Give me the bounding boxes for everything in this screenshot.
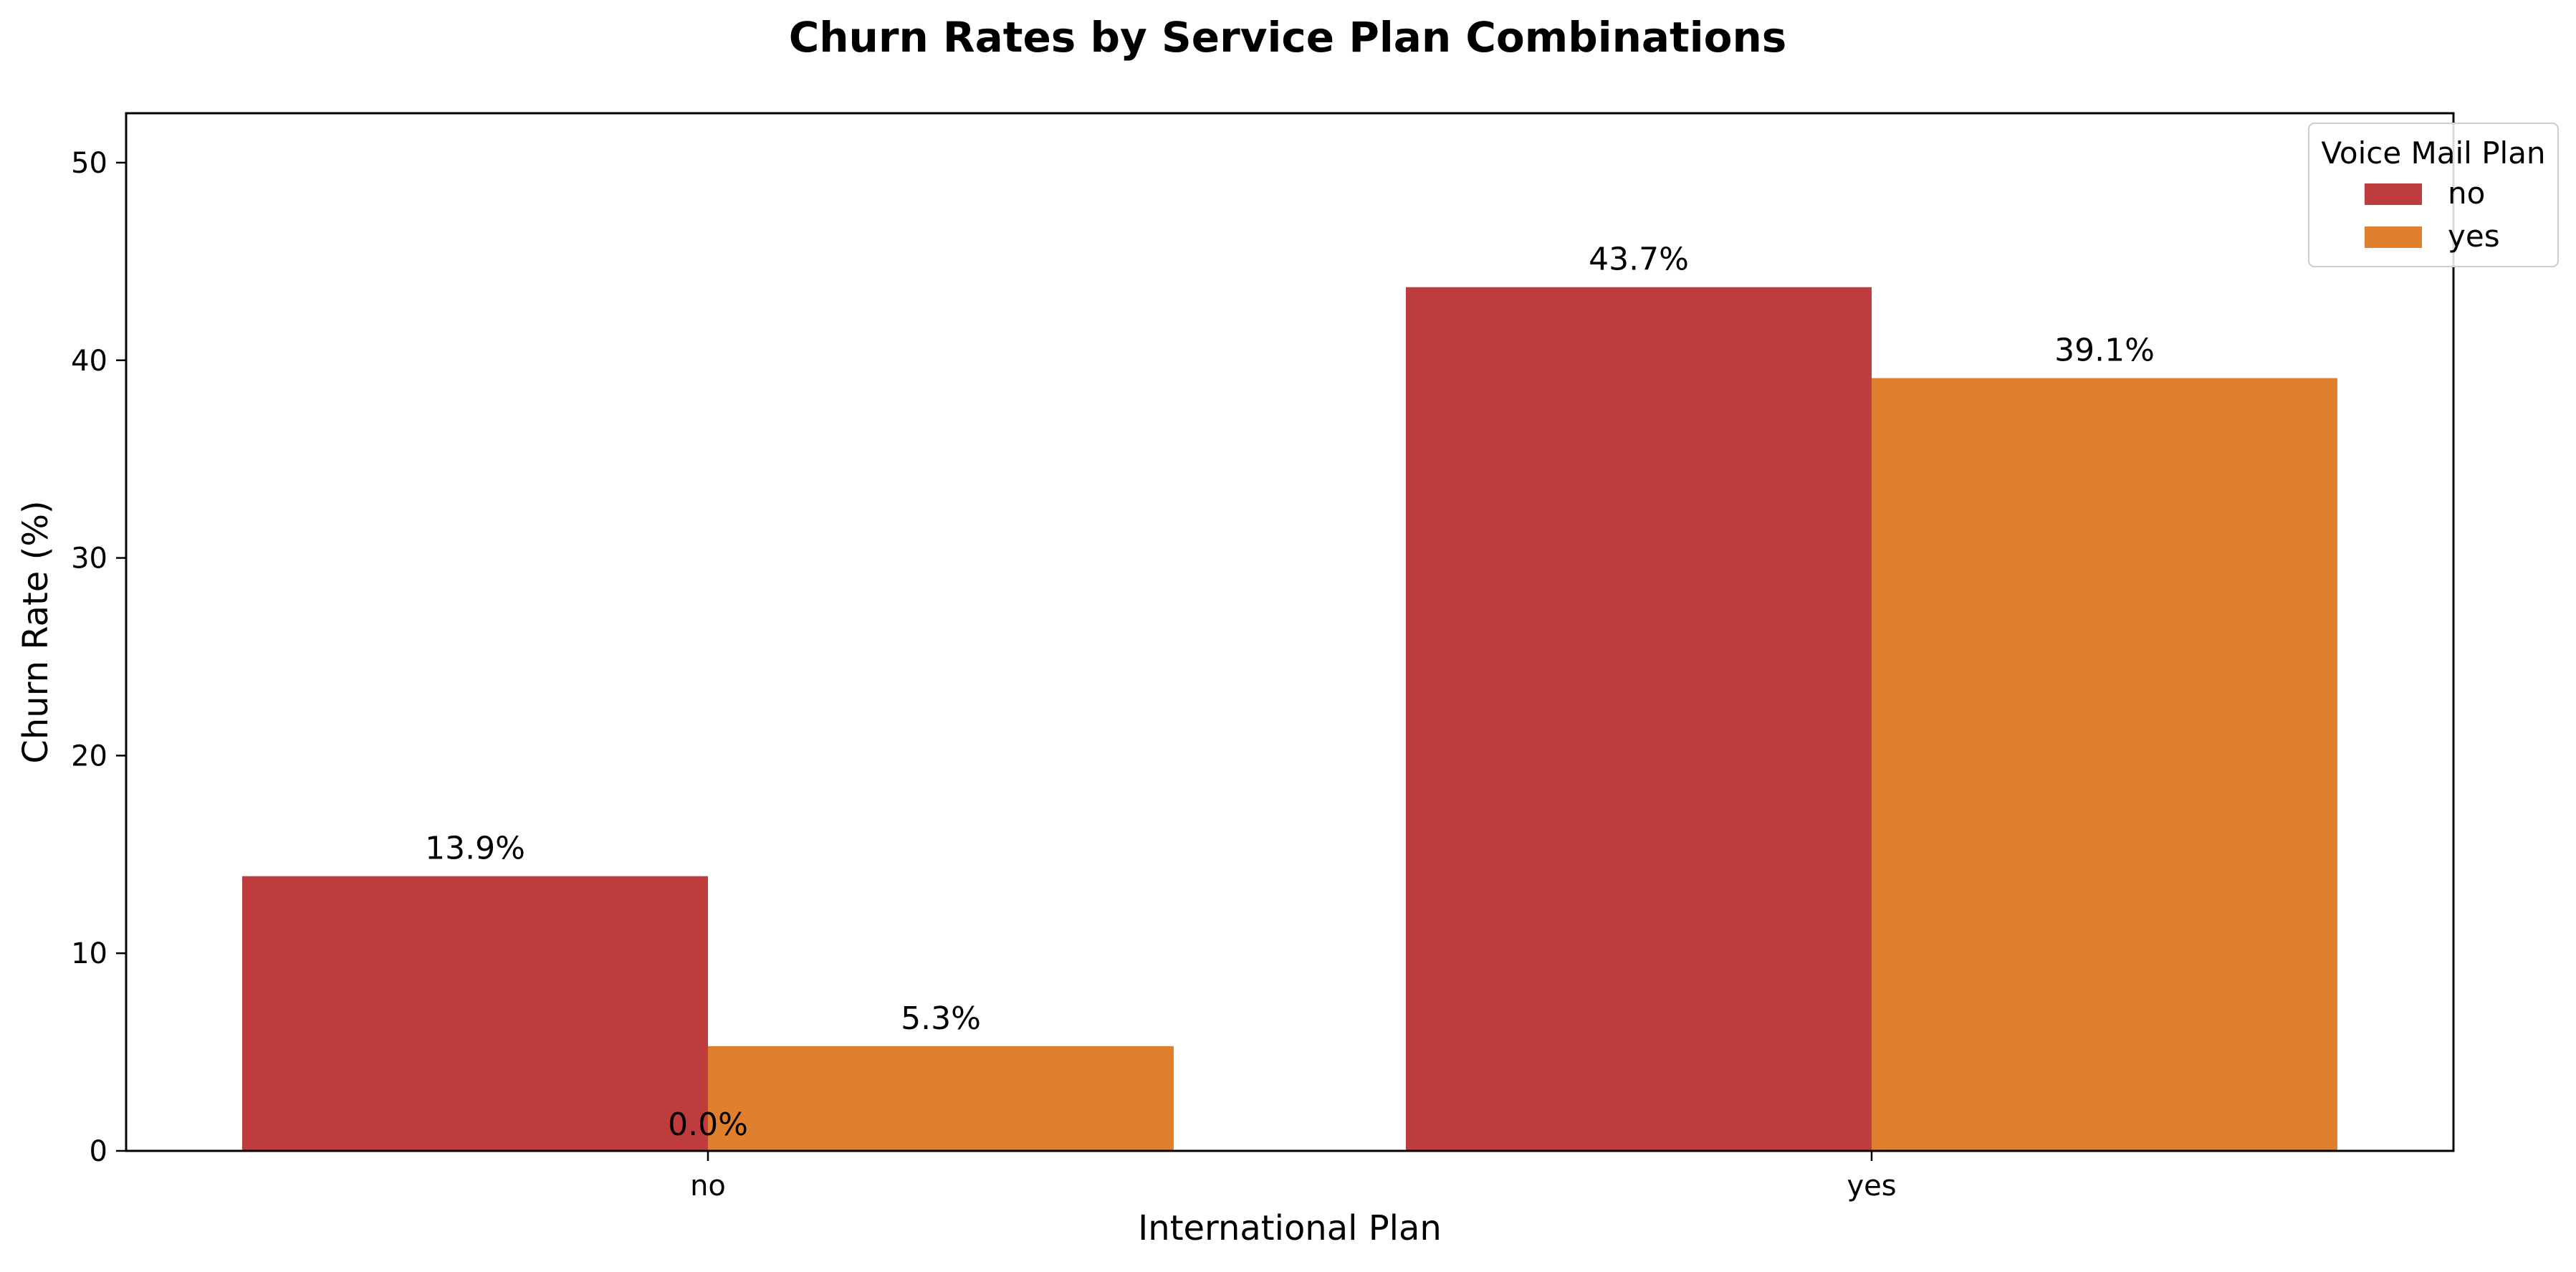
data-label-yes-no: 5.3%: [901, 1000, 981, 1037]
x-tick-label-yes: yes: [1847, 1170, 1896, 1202]
data-label-yes-yes: 39.1%: [2054, 333, 2155, 369]
y-tick-label-30: 30: [71, 542, 107, 575]
y-axis-label: Churn Rate (%): [16, 500, 56, 763]
data-label-no-no: 13.9%: [425, 831, 525, 867]
legend-title: Voice Mail Plan: [2321, 135, 2545, 171]
y-tick-label-0: 0: [90, 1135, 107, 1168]
bar-no-yes: [1406, 287, 1872, 1151]
y-tick-label-50: 50: [71, 147, 107, 180]
plot-frame: [125, 112, 2455, 1152]
x-axis-label: International Plan: [1138, 1208, 1442, 1248]
y-tick-label-10: 10: [71, 937, 107, 970]
bar-yes-no: [708, 1046, 1174, 1151]
legend-label-no: no: [2448, 176, 2485, 211]
legend: Voice Mail Plan no yes: [2308, 123, 2559, 267]
data-label-no-yes: 43.7%: [1589, 242, 1689, 278]
bar-yes-yes: [1872, 378, 2337, 1152]
legend-swatch-no: [2365, 183, 2422, 205]
legend-label-yes: yes: [2448, 219, 2500, 254]
plot-area: 13.9% 5.3% 43.7% 39.1% 0.0% 0 10 20 30 40 50 no yes: [71, 112, 2455, 1202]
legend-swatch-yes: [2365, 226, 2422, 248]
y-tick-label-40: 40: [71, 345, 107, 378]
annotation-label-0: 0.0%: [668, 1106, 748, 1143]
y-tick-label-20: 20: [71, 740, 107, 773]
chart-title: Churn Rates by Service Plan Combinations: [789, 13, 1787, 62]
x-tick-label-no: no: [690, 1170, 726, 1202]
bar-no-no: [242, 876, 708, 1151]
